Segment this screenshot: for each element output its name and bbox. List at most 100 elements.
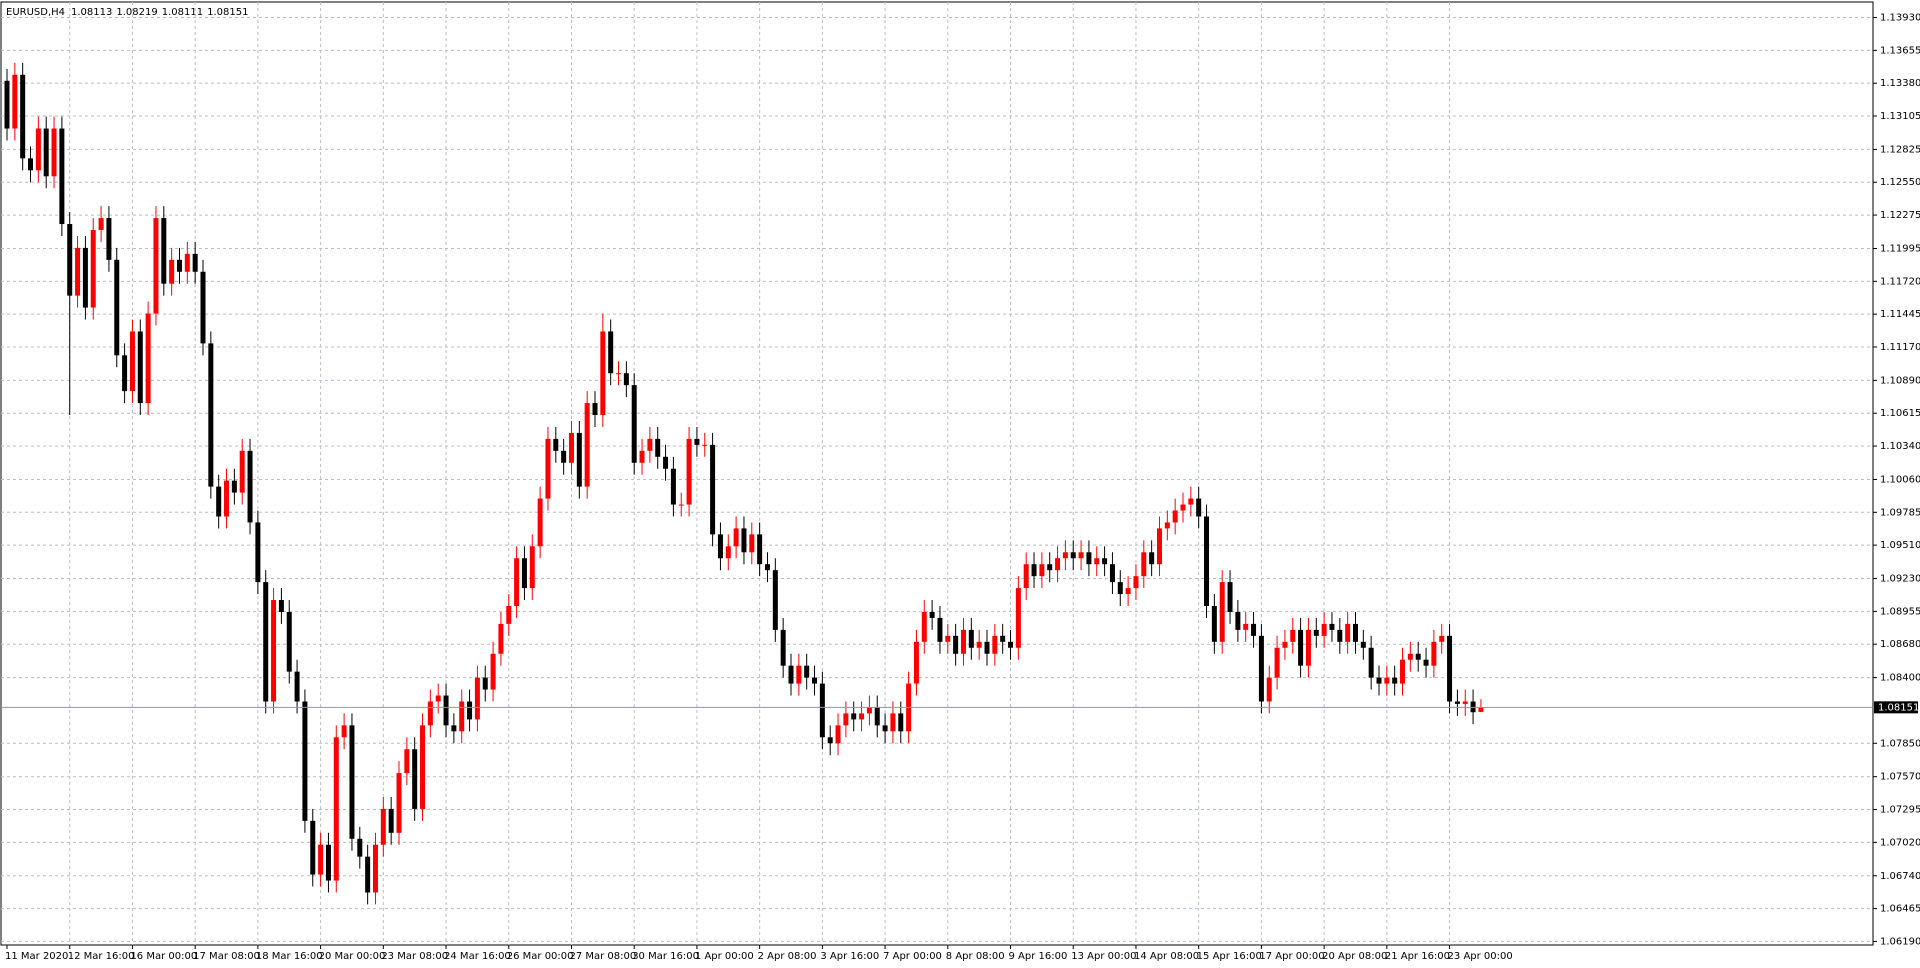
candle-body: [1180, 504, 1186, 511]
candle-body: [20, 74, 26, 159]
candle-body: [1188, 498, 1194, 505]
price-tag: [1874, 701, 1918, 714]
price-tag-label: 1.08151: [1878, 702, 1919, 713]
y-tick-label: 1.06190: [1880, 936, 1920, 947]
candle-body: [145, 313, 151, 404]
candle-body: [184, 253, 190, 272]
candle-body: [271, 600, 277, 702]
candle-body: [286, 611, 292, 672]
y-tick-label: 1.13930: [1880, 13, 1920, 24]
y-tick-label: 1.09230: [1880, 574, 1920, 585]
candle-body: [12, 74, 18, 129]
candle-body: [1392, 677, 1398, 684]
candle-body: [616, 373, 622, 375]
candle-body: [412, 749, 418, 809]
candle-body: [1235, 611, 1241, 630]
candle-body: [1008, 641, 1014, 648]
candle-body: [749, 534, 755, 553]
candle-body: [576, 432, 582, 487]
candle-body: [506, 605, 512, 624]
y-tick-label: 1.11720: [1880, 276, 1920, 287]
y-tick-label: 1.09785: [1880, 507, 1920, 518]
candle-body: [960, 629, 966, 654]
candle-body: [216, 486, 222, 517]
candle-body: [43, 128, 49, 177]
candle-body: [717, 534, 723, 559]
candle-body: [129, 331, 135, 392]
candle-body: [4, 80, 10, 129]
x-tick-label: 11 Mar 2020: [5, 951, 68, 962]
candle-body: [1039, 564, 1045, 577]
candle-body: [890, 713, 896, 732]
candle-body: [1321, 623, 1327, 636]
y-tick-label: 1.10615: [1880, 408, 1920, 419]
candle-body: [1086, 552, 1092, 565]
candle-body: [937, 617, 943, 642]
candle-body: [741, 528, 747, 553]
candle-body: [239, 450, 245, 493]
candle-body: [827, 737, 833, 744]
candle-body: [545, 438, 551, 499]
candle-body: [1400, 659, 1406, 684]
candle-body: [1109, 564, 1115, 583]
y-tick-label: 1.07020: [1880, 837, 1920, 848]
x-tick-label: 20 Apr 08:00: [1322, 951, 1387, 962]
candle-body: [670, 468, 676, 505]
candle-body: [843, 713, 849, 726]
x-tick-label: 3 Apr 16:00: [820, 951, 879, 962]
candle-body: [1266, 677, 1272, 702]
candle-body: [318, 844, 324, 875]
y-tick-label: 1.07570: [1880, 772, 1920, 783]
candle-body: [192, 253, 198, 272]
candle-body: [420, 725, 426, 809]
candle-body: [490, 653, 496, 690]
candle-body: [1376, 677, 1382, 684]
y-tick-label: 1.12550: [1880, 177, 1920, 188]
x-tick-label: 13 Apr 00:00: [1071, 951, 1136, 962]
candle-body: [255, 522, 261, 583]
candle-body: [725, 546, 731, 559]
candle-body: [59, 128, 65, 225]
candle-body: [1258, 635, 1264, 702]
candle-body: [1305, 629, 1311, 666]
x-tick-label: 9 Apr 16:00: [1009, 951, 1068, 962]
candle-body: [1439, 635, 1445, 642]
candle-body: [976, 641, 982, 648]
candle-body: [921, 611, 927, 642]
y-tick-label: 1.07295: [1880, 805, 1920, 816]
candle-body: [514, 558, 520, 606]
candle-body: [945, 635, 951, 642]
candle-body: [1290, 629, 1296, 642]
candle-body: [161, 218, 167, 284]
candle-body: [608, 331, 614, 374]
candle-body: [302, 701, 308, 821]
candle-body: [1031, 564, 1037, 577]
candle-body: [913, 641, 919, 684]
x-tick-label: 14 Apr 08:00: [1134, 951, 1199, 962]
candle-body: [208, 343, 214, 487]
candle-body: [968, 629, 974, 648]
x-tick-label: 23 Mar 08:00: [381, 951, 448, 962]
y-tick-label: 1.12275: [1880, 210, 1920, 221]
candle-body: [1462, 701, 1468, 704]
symbol: EURUSD,H4: [6, 7, 65, 18]
candle-body: [1133, 576, 1139, 589]
candle-body: [1164, 522, 1170, 529]
y-tick-label: 1.08955: [1880, 606, 1920, 617]
candle-body: [1117, 582, 1123, 595]
candle-body: [443, 695, 449, 726]
candle-body: [1141, 552, 1147, 577]
candle-body: [812, 677, 818, 684]
candle-body: [929, 611, 935, 618]
candle-body: [1211, 605, 1217, 642]
candle-body: [1447, 635, 1453, 702]
candle-body: [325, 844, 331, 881]
candle-body: [1431, 641, 1437, 666]
x-tick-label: 20 Mar 00:00: [319, 951, 386, 962]
candle-body: [521, 558, 527, 589]
candle-body: [898, 713, 904, 732]
candle-body: [1251, 623, 1257, 636]
x-tick-label: 26 Mar 00:00: [507, 951, 574, 962]
